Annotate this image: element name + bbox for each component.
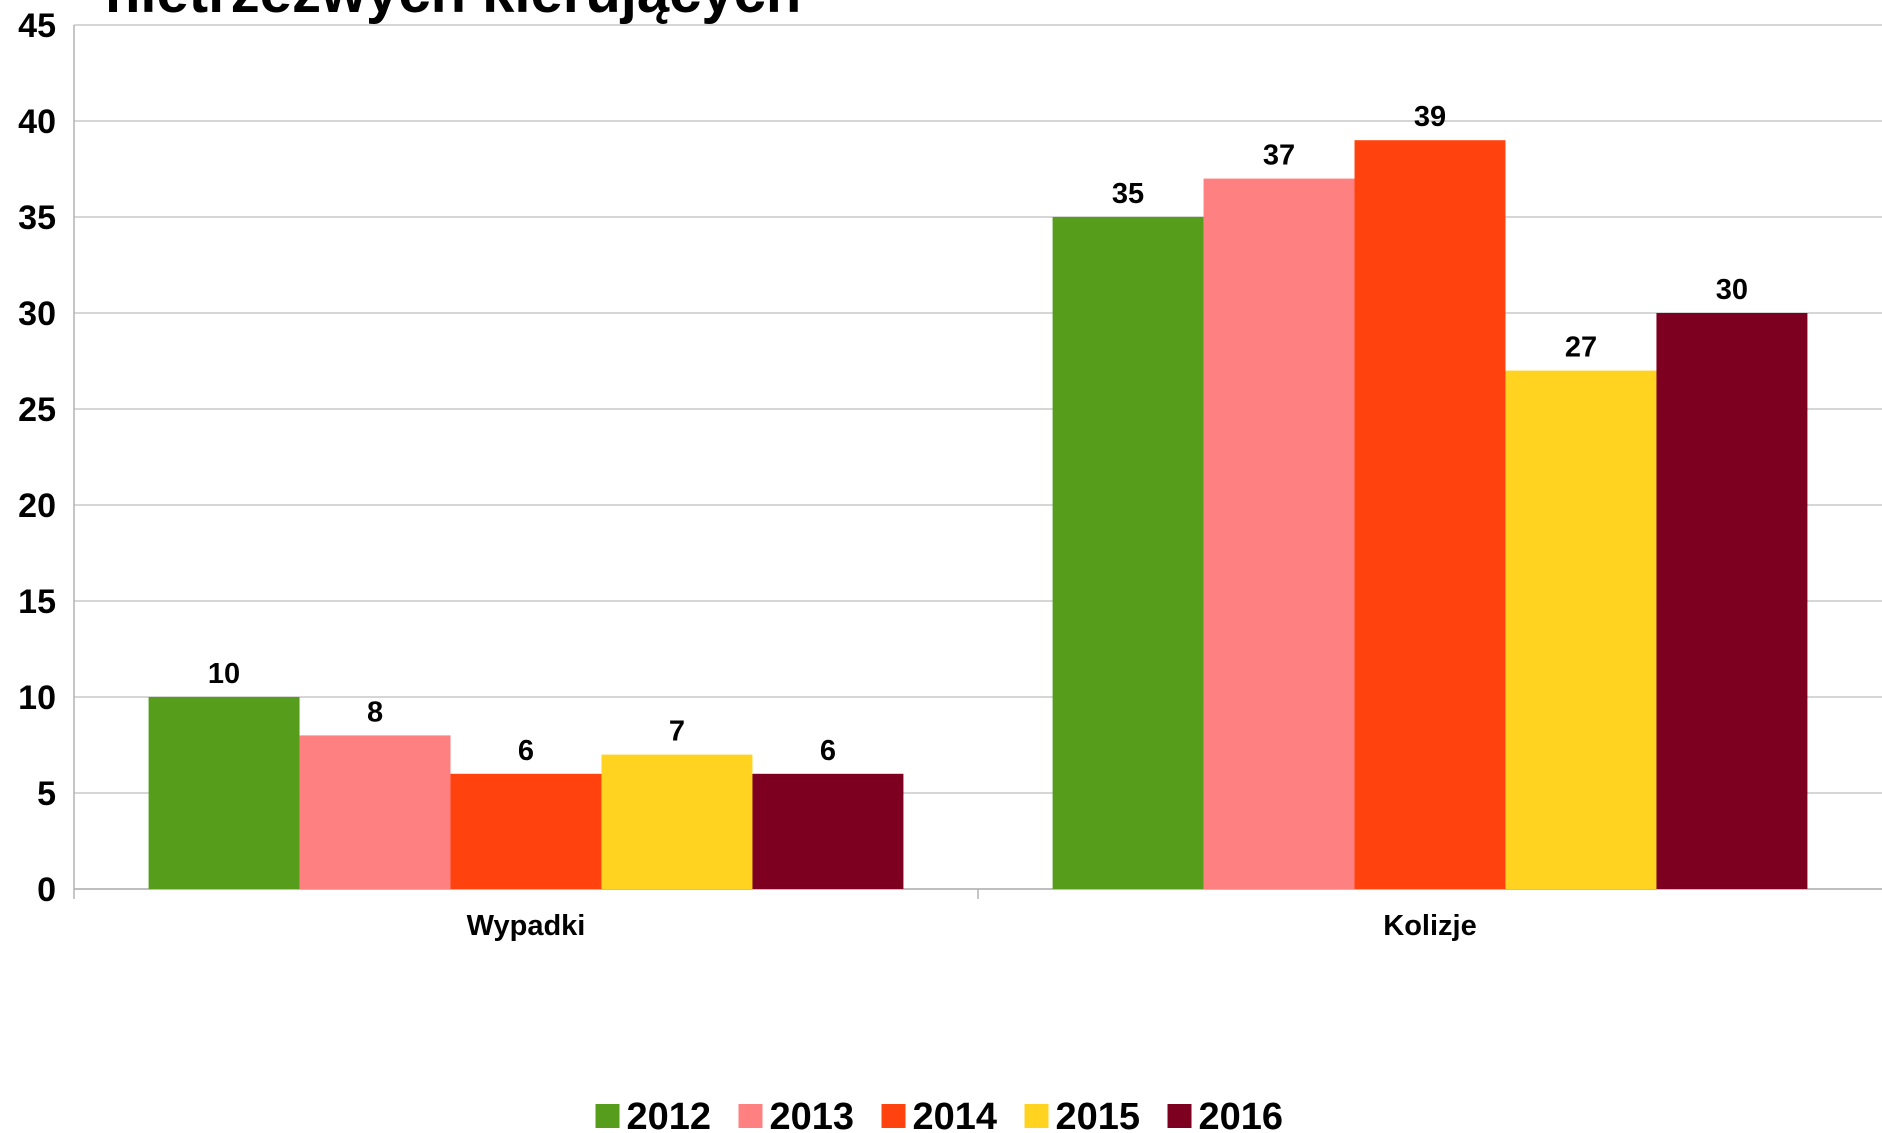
y-tick-label: 15 <box>18 583 56 621</box>
data-label: 8 <box>367 696 383 728</box>
data-label: 30 <box>1716 274 1748 306</box>
y-tick-label: 25 <box>18 391 56 429</box>
bar <box>1052 217 1204 889</box>
y-tick-label: 5 <box>37 775 56 813</box>
data-label: 27 <box>1565 332 1597 364</box>
legend-swatch <box>881 1104 906 1128</box>
legend-label: 2014 <box>913 1096 998 1133</box>
legend-swatch <box>1167 1104 1192 1128</box>
x-tick-label: Kolizje <box>1383 910 1476 942</box>
data-label: 35 <box>1112 178 1144 210</box>
data-label: 6 <box>518 735 534 767</box>
legend-label: 2013 <box>770 1096 855 1133</box>
y-tick-label: 35 <box>18 199 56 237</box>
legend-label: 2016 <box>1199 1096 1284 1133</box>
chart-title: nietrzeźwych kierujących <box>105 0 801 25</box>
bar <box>1656 313 1808 889</box>
bar <box>1203 178 1355 890</box>
bar <box>752 773 904 889</box>
legend-swatch <box>738 1104 763 1128</box>
legend-label: 2012 <box>627 1096 712 1133</box>
bar <box>1354 140 1506 889</box>
data-label: 39 <box>1414 101 1446 133</box>
y-tick-label: 0 <box>37 871 56 909</box>
bar <box>450 773 602 889</box>
legend-label: 2015 <box>1056 1096 1141 1133</box>
data-label: 7 <box>669 716 685 748</box>
bar <box>299 735 451 889</box>
data-label: 6 <box>820 735 836 767</box>
y-tick-label: 40 <box>18 103 56 141</box>
bar <box>1505 370 1657 890</box>
data-label: 10 <box>208 658 240 690</box>
y-tick-label: 20 <box>18 487 56 525</box>
bar <box>148 697 300 889</box>
y-tick-label: 10 <box>18 679 56 717</box>
legend-swatch <box>595 1104 620 1128</box>
y-tick-label: 30 <box>18 295 56 333</box>
legend-swatch <box>1024 1104 1049 1128</box>
x-tick-label: Wypadki <box>467 910 586 942</box>
data-label: 37 <box>1263 140 1295 172</box>
y-tick-label: 45 <box>18 7 56 45</box>
bar <box>601 754 753 889</box>
